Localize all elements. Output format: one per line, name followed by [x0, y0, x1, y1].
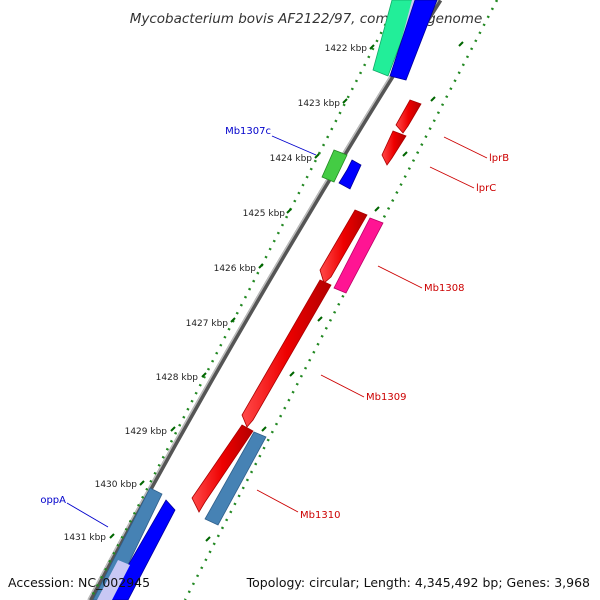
gene-lprB-arrow [395, 99, 422, 134]
backbone-highlight [87, 0, 439, 600]
tick-label: 1426 kbp [214, 264, 257, 274]
gene-Mb1310-steel [204, 431, 267, 526]
tick-mark [230, 317, 236, 323]
tick-label: 1428 kbp [156, 373, 199, 383]
feature-cyan-top [372, 0, 418, 77]
tick-mark [286, 208, 292, 214]
tick-label: 1430 kbp [95, 480, 138, 490]
gene-label-Mb1309: Mb1309 [366, 392, 406, 403]
tick-mark [205, 536, 211, 542]
leader-lprC [429, 166, 475, 189]
tick-mark [369, 44, 375, 50]
gene-label-lprB: lprB [489, 153, 509, 164]
tick-label: 1424 kbp [270, 154, 313, 164]
accession-text: Accession: NC_002945 [8, 575, 150, 590]
leader-oppA [66, 502, 109, 528]
tick-mark [317, 316, 323, 322]
gene-Mb1310-red [191, 424, 254, 513]
tick-mark [170, 426, 176, 432]
lavender-bottom [97, 560, 130, 600]
topology-text: Topology: circular; Length: 4,345,492 bp… [246, 575, 590, 590]
tick-label: 1427 kbp [186, 319, 229, 329]
tick-mark [258, 263, 264, 269]
tick-label: 1423 kbp [298, 99, 341, 109]
tick-mark [201, 372, 207, 378]
tick-label: 1429 kbp [125, 427, 168, 437]
leader-Mb1307c [271, 135, 317, 156]
tick-mark [289, 371, 295, 377]
tick-mark [402, 151, 408, 157]
feature-blue-top [389, 0, 438, 81]
tick-mark [139, 480, 145, 486]
tick-mark [109, 533, 115, 539]
gene-lprC-arrow [381, 130, 407, 166]
gene-Mb1307c-blue [338, 159, 362, 190]
tick-mark [314, 153, 320, 159]
leader-Mb1309 [320, 374, 365, 398]
gene-Mb1308-red [319, 209, 368, 284]
gene-label-Mb1307c: Mb1307c [225, 126, 271, 137]
tick-mark [374, 206, 380, 212]
gene-label-lprC: lprC [476, 183, 496, 194]
tick-mark [261, 426, 267, 432]
leader-Mb1308 [377, 265, 423, 289]
gene-Mb1308-pink [333, 217, 384, 294]
tick-mark [458, 41, 464, 47]
tick-labels: 1422 kbp 1423 kbp 1424 kbp 1425 kbp 1426… [64, 44, 368, 543]
gene-label-Mb1310: Mb1310 [300, 510, 340, 521]
gene-label-Mb1308: Mb1308 [424, 283, 464, 294]
tick-mark [342, 98, 348, 104]
gene-Mb1309-red [241, 279, 332, 428]
tick-mark [430, 96, 436, 102]
gene-label-oppA: oppA [40, 495, 66, 506]
outer-dotted-guide [183, 0, 499, 600]
tick-label: 1422 kbp [325, 44, 368, 54]
inner-dotted-guide [88, 0, 400, 600]
leader-Mb1310 [256, 489, 299, 513]
gene-oppA-steel [92, 487, 163, 600]
tick-label: 1425 kbp [243, 209, 286, 219]
leader-lprB [443, 136, 488, 159]
tick-label: 1431 kbp [64, 533, 107, 543]
gene-Mb1307c-green [321, 149, 348, 183]
